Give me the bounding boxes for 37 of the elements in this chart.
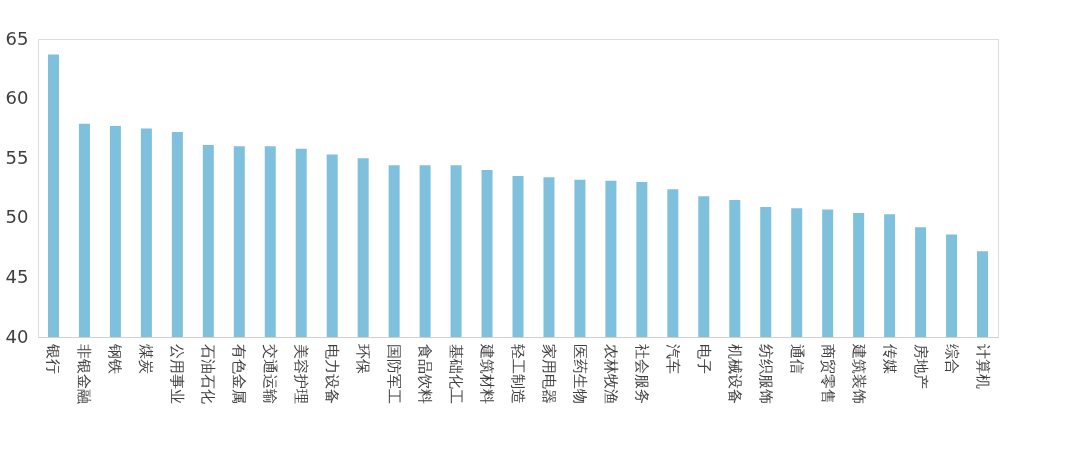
x-tick-label: 食品饮料 <box>416 343 435 404</box>
x-tick-label: 纺织服饰 <box>756 343 775 404</box>
x-tick-label: 有色金属 <box>230 343 249 404</box>
x-tick-label: 环保 <box>354 343 373 374</box>
x-tick-label: 家用电器 <box>539 343 558 404</box>
y-tick-label: 60 <box>5 87 29 109</box>
x-tick-label: 医药生物 <box>570 343 589 404</box>
y-tick-label: 45 <box>5 265 29 287</box>
x-tick-label: 交通运输 <box>261 343 280 404</box>
x-tick-label: 农林牧渔 <box>601 343 620 404</box>
x-tick-label: 公用事业 <box>168 343 187 404</box>
y-tick-label: 40 <box>5 325 29 347</box>
x-tick-label: 社会服务 <box>632 343 651 404</box>
x-tick-label: 石油石化 <box>199 343 218 404</box>
x-tick-label: 基础化工 <box>447 343 466 404</box>
x-tick-label: 建筑材料 <box>478 342 497 404</box>
x-tick-label: 计算机 <box>973 343 992 389</box>
x-tick-label: 非银金融 <box>75 343 94 404</box>
x-tick-label: 钢铁 <box>106 342 125 374</box>
x-tick-label: 汽车 <box>663 343 682 374</box>
x-tick-label: 国防军工 <box>385 343 404 404</box>
x-tick-label: 综合 <box>942 343 961 374</box>
x-tick-label: 机械设备 <box>725 343 744 404</box>
x-tick-label: 银行 <box>44 342 63 374</box>
x-tick-label: 美容护理 <box>292 343 311 404</box>
y-tick-label: 65 <box>5 27 29 49</box>
x-tick-label: 房地产 <box>911 343 930 389</box>
x-tick-label: 电子 <box>694 343 713 374</box>
y-tick-label: 50 <box>5 206 29 228</box>
x-tick-label: 电力设备 <box>323 343 342 404</box>
x-tick-label: 轻工制造 <box>509 343 527 404</box>
x-tick-label: 传媒 <box>880 343 899 374</box>
y-tick-label: 55 <box>5 146 29 168</box>
x-tick-label: 煤炭 <box>137 343 156 374</box>
x-tick-label: 通信 <box>787 343 806 374</box>
x-tick-label: 建筑装饰 <box>849 342 868 404</box>
x-tick-label: 商贸零售 <box>818 343 837 404</box>
